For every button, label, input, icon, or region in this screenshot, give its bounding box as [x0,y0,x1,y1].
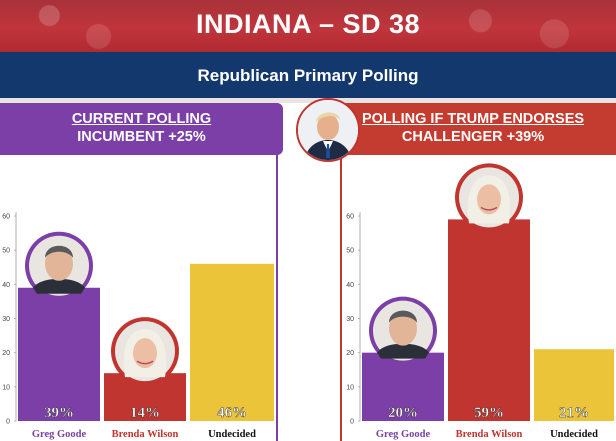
y-tick-label: 30 [346,316,354,323]
page-title: INDIANA – SD 38 [195,9,421,39]
y-tick-label: 30 [2,316,10,323]
y-tick-label: 0 [6,419,10,426]
subtitle-banner-background [0,52,616,98]
category-label: Brenda Wilson [112,429,179,440]
category-label: Undecided [208,429,256,440]
brenda-wilson-avatar [111,317,179,386]
brenda-wilson-avatar [455,163,523,232]
y-tick-label: 60 [2,214,10,221]
bar-value-label: 14% [130,405,160,421]
avatar-hair [389,310,417,323]
y-tick-label: 0 [350,419,354,426]
avatar-hair [45,245,73,258]
bar-undecided [534,349,614,421]
right-panel-header: POLLING IF TRUMP ENDORSES CHALLENGER +39… [330,103,616,155]
avatar-smile [136,360,154,365]
category-label: Greg Goode [32,429,87,440]
y-tick-label: 50 [346,248,354,255]
avatar-smile [480,206,498,211]
page-subtitle: Republican Primary Polling [197,66,419,85]
bar-value-label: 59% [474,405,504,421]
category-label: Brenda Wilson [456,429,523,440]
left-panel-subtitle: INCUMBENT +25% [77,129,206,145]
y-tick-label: 40 [2,282,10,289]
category-label: Greg Goode [376,429,431,440]
avatar-face [389,311,417,346]
avatar-face [45,246,73,281]
right-panel-subtitle: CHALLENGER +39% [401,129,545,145]
avatar-suit [377,343,429,359]
right-panel-title: POLLING IF TRUMP ENDORSES [361,111,585,127]
y-tick-label: 20 [2,350,10,357]
bar-value-label: 46% [217,405,247,421]
bar-value-label: 20% [388,405,418,421]
y-tick-label: 50 [2,248,10,255]
avatar-face [133,338,157,369]
left-panel-title: CURRENT POLLING [71,111,212,127]
left-panel-header: CURRENT POLLING INCUMBENT +25% [0,103,283,155]
right-bar-chart: 0 10 20 30 40 50 60 20% Greg Goode 59% Brenda Wils… [346,163,614,440]
bar-brenda-wilson [448,219,530,421]
category-label: Undecided [550,429,598,440]
left-bar-chart: 0 10 20 30 40 50 60 39% Greg Goode 14% Brenda Wils… [2,212,274,440]
avatar-suit [33,278,85,294]
bar-undecided [190,263,274,421]
y-tick-label: 60 [346,214,354,221]
bar-greg-goode [18,287,100,421]
avatar-face [477,184,501,215]
y-tick-label: 10 [2,384,10,391]
greg-goode-avatar [369,296,437,365]
bar-value-label: 39% [44,405,74,421]
y-tick-label: 40 [346,282,354,289]
title-banner-background [0,0,616,52]
greg-goode-avatar [25,231,93,300]
y-tick-label: 10 [346,384,354,391]
y-tick-label: 20 [346,350,354,357]
trump-portrait-avatar [296,98,360,162]
divider-strip [0,98,616,103]
bar-value-label: 21% [559,405,589,421]
